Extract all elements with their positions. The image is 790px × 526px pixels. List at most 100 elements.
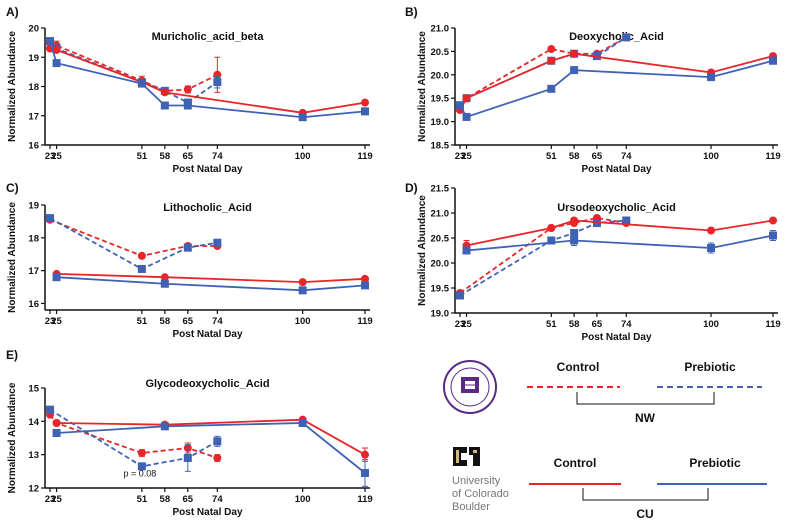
x-tick-label: 25 [51,151,62,162]
y-tick-label: 19.0 [431,117,450,128]
series-cu-control [52,269,369,287]
data-point [137,264,146,273]
x-tick-label: 51 [137,316,148,327]
data-point [137,79,146,88]
x-tick-label: 119 [357,316,372,327]
x-tick-label: 58 [160,494,171,505]
data-point [462,112,471,121]
chart-title: Deoxycholic_Acid [569,31,664,43]
data-point [183,454,192,462]
series-line [49,218,218,257]
series-line [466,219,774,247]
cu-logo-line-2: of Colorado [452,488,509,500]
x-tick-label: 119 [357,494,372,505]
x-axis-label: Post Natal Day [581,164,651,175]
y-tick-label: 19 [28,53,39,64]
x-tick-label: 23 [455,151,466,162]
data-point [52,273,61,282]
panel-letter: B) [405,5,418,19]
data-point [160,279,169,288]
y-tick-label: 18.5 [431,141,450,152]
cu-control-label: Control [554,456,597,470]
cu-prebiotic-label: Prebiotic [689,456,741,470]
chart-title: Lithocholic_Acid [163,202,252,214]
y-axis-label: Normalized Abundance [417,31,428,142]
data-point [570,216,579,225]
data-point [456,291,464,300]
y-tick-label: 21.0 [431,209,450,220]
y-tick-label: 20.0 [431,70,450,81]
series-line [56,418,366,456]
data-point [160,273,169,282]
x-tick-label: 74 [621,151,632,162]
data-point [52,45,61,54]
panel-letter: D) [405,181,418,195]
x-tick-label: 119 [765,319,780,330]
x-tick-label: 51 [137,494,148,505]
y-tick-label: 20.0 [431,259,450,270]
x-axis-label: Post Natal Day [581,332,651,343]
data-point [137,449,146,457]
nw-bracket [576,392,715,405]
cu-logo-line-1: University [452,475,501,487]
x-tick-label: 25 [51,494,62,505]
series-nw-control [456,33,631,114]
data-point [707,226,716,235]
data-point [160,101,169,110]
data-point [707,73,716,82]
x-tick-label: 100 [295,151,311,162]
y-axis-label: Normalized Abundance [417,195,428,306]
chart-panel-4: D) Ursodeoxycholic_Acid 19.0 19.5 20.0 20.5 21… [405,181,781,343]
series-nw-prebiotic [46,405,222,472]
data-point [46,214,54,223]
series-line [56,276,366,292]
x-axis-label: Post Natal Day [172,329,242,340]
x-tick-label: 74 [212,316,223,327]
y-axis-label: Normalized Abundance [7,202,18,313]
x-tick-label: 23 [45,151,56,162]
data-point [298,278,307,287]
y-tick-label: 16 [28,299,39,310]
series-line [49,408,218,468]
series-line [49,217,218,270]
series-line [459,219,627,297]
data-point [213,437,222,446]
data-point [52,429,61,437]
series-line [49,414,218,459]
y-tick-label: 13 [28,450,39,461]
data-point [462,94,471,103]
y-tick-label: 16 [28,141,39,152]
y-tick-label: 20.5 [431,47,450,58]
x-tick-label: 74 [212,151,223,162]
series-line [459,36,627,111]
y-tick-label: 21.0 [431,24,450,35]
data-point [769,216,777,225]
panel-letter: C) [6,181,19,195]
data-point [361,98,369,107]
data-point [622,33,631,42]
series-line [56,273,366,284]
series-cu-prebiotic [46,37,369,122]
x-tick-label: 65 [183,494,194,505]
x-tick-label: 51 [546,319,557,330]
x-tick-label: 51 [546,151,557,162]
x-tick-label: 25 [461,319,472,330]
chart-title: Muricholic_acid_beta [152,31,265,43]
data-point [547,236,556,245]
data-point [547,84,556,93]
series-nw-control [46,40,222,95]
y-tick-label: 12 [28,484,39,495]
chart-title: Ursodeoxycholic_Acid [557,202,676,214]
x-tick-label: 74 [621,319,632,330]
x-tick-label: 23 [45,316,56,327]
data-point [52,419,61,427]
x-tick-label: 58 [569,151,580,162]
cu-logo-icon [453,447,480,466]
x-tick-label: 25 [51,316,62,327]
data-point [160,88,169,97]
series-line [56,422,366,474]
y-tick-label: 20 [28,24,39,35]
